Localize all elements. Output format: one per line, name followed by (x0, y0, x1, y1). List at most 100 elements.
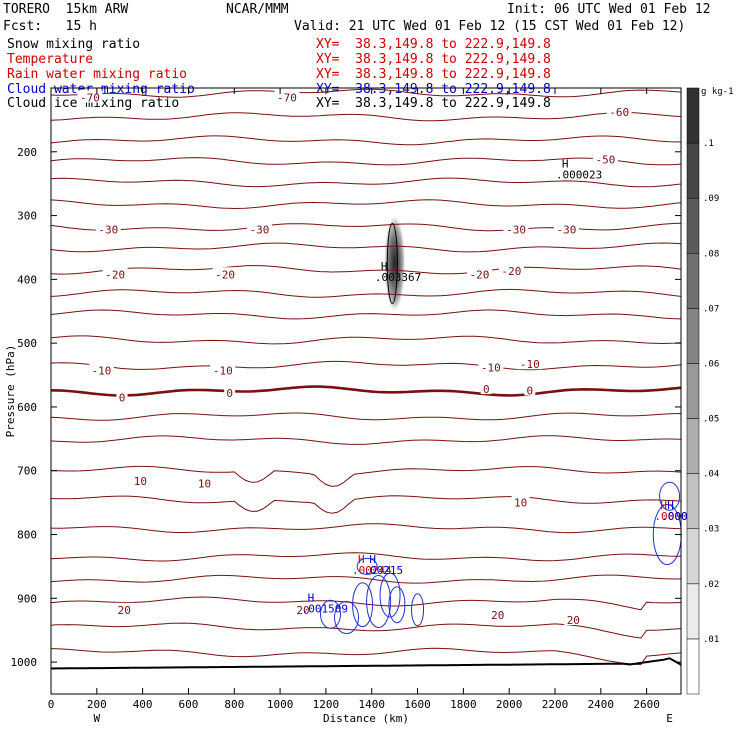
west-end-label: W (94, 712, 101, 725)
temperature-contour-label: -10 (213, 365, 233, 378)
snow-mixing-shading (383, 213, 406, 314)
extremum-mark: H (369, 553, 376, 566)
temperature-contour-label: -20 (469, 268, 489, 281)
temperature-contour (50, 465, 682, 487)
contour-label-bg (511, 495, 530, 508)
colorbar-segment (686, 308, 700, 364)
extremum-value: .000023 (556, 169, 602, 182)
init-time: Init: 06 UTC Wed 01 Feb 12 (507, 2, 711, 17)
temperature-contour-label: 10 (134, 475, 147, 488)
cloud-water-contour (356, 557, 378, 575)
temperature-contour (50, 309, 682, 320)
temperature-contour-label: -30 (557, 224, 577, 237)
temperature-contour (50, 412, 682, 421)
temperature-contour-label: -30 (250, 224, 270, 237)
cloud-water-contour (659, 481, 681, 511)
center-title: NCAR/MMM (226, 2, 289, 17)
field-snow-xy: XY= 38.3,149.8 to 222.9,149.8 (316, 37, 551, 52)
field-cloudice-name: Cloud ice mixing ratio (7, 96, 180, 111)
temperature-contour (50, 495, 682, 514)
extremum-value: .00244 (352, 564, 392, 577)
x-tick-label: 400 (133, 698, 153, 711)
x-tick-label: 2400 (588, 698, 615, 711)
temperature-contour (50, 523, 682, 534)
temperature-contour (50, 199, 682, 210)
temperature-contour (50, 135, 682, 146)
contour-label-bg (131, 473, 150, 486)
contour-label-bg (274, 90, 300, 103)
x-axis-label: Distance (km) (323, 712, 409, 725)
temperature-contour-label: -20 (215, 268, 235, 281)
temperature-contour-label: -20 (502, 265, 522, 278)
contour-label-bg (195, 476, 214, 489)
temperature-contour-label: -30 (506, 224, 526, 237)
y-tick-label: 400 (17, 273, 37, 286)
colorbar-tick-label: .09 (703, 194, 719, 204)
cloud-ice-contour (386, 222, 398, 304)
colorbar-tick-label: .03 (703, 525, 719, 535)
temperature-contour (50, 622, 682, 639)
temperature-contour-label: -10 (481, 361, 501, 374)
y-tick-label: 500 (17, 337, 37, 350)
colorbar-tick-label: .04 (703, 470, 719, 480)
y-tick-label: 300 (17, 210, 37, 223)
contour-label-bg (564, 613, 583, 626)
temperature-contour-label: 0 (483, 383, 490, 396)
temperature-contour-label: 20 (567, 614, 580, 627)
field-cloudwater-name: Cloud water mixing ratio (7, 82, 195, 97)
east-end-label: E (666, 712, 673, 725)
temperature-contour-label: 20 (491, 609, 504, 622)
extremum-mark: H (660, 499, 667, 512)
cloud-water-contour (352, 582, 374, 628)
colorbar-segment (686, 418, 700, 474)
contour-label-bg (224, 385, 236, 398)
valid-time: Valid: 21 UTC Wed 01 Feb 12 (15 CST Wed … (294, 19, 686, 34)
field-temperature-xy: XY= 38.3,149.8 to 222.9,149.8 (316, 52, 551, 67)
contour-label-bg (212, 267, 238, 280)
temperature-contour (50, 574, 682, 584)
temperature-contour (50, 335, 682, 345)
temperature-contour (50, 596, 682, 611)
cloud-water-contour (379, 572, 401, 618)
temperature-contour-label: 10 (514, 497, 527, 510)
colorbar-tick-label: .07 (703, 304, 719, 314)
temperature-contour (50, 242, 682, 253)
extremum-mark: H (667, 499, 674, 512)
temperature-contour-label: -60 (609, 106, 629, 119)
contour-label-bg (498, 264, 524, 277)
colorbar-tick-label: .1 (703, 139, 714, 149)
colorbar-segment (686, 638, 700, 695)
extremum-mark: H (381, 260, 388, 273)
temperature-contour (50, 288, 682, 298)
colorbar-tick-label: .02 (703, 580, 719, 590)
cloud-water-contour (319, 599, 341, 629)
field-temperature-name: Temperature (7, 52, 94, 67)
temperature-contour-label: -70 (277, 92, 297, 105)
x-tick-label: 0 (48, 698, 55, 711)
temperature-contour (50, 360, 682, 371)
extremum-mark: H (308, 592, 315, 605)
colorbar-segment (686, 363, 700, 419)
temperature-contour-label: -10 (520, 358, 540, 371)
model-title: TORERO 15km ARW (3, 2, 129, 17)
temperature-contour (50, 177, 682, 188)
cloud-water-contour (388, 586, 406, 624)
contour-label-bg (592, 152, 618, 165)
x-tick-label: 800 (224, 698, 244, 711)
temperature-contour (50, 435, 682, 445)
temperature-contour-label: -50 (595, 153, 615, 166)
temperature-contour (50, 112, 682, 122)
x-tick-label: 200 (87, 698, 107, 711)
temperature-contour-label: 0 (119, 391, 126, 404)
freezing-level-contour (50, 385, 682, 397)
cloud-water-contour (366, 575, 392, 629)
colorbar-tick-label: .01 (703, 635, 719, 645)
temperature-contour-label: -30 (98, 224, 118, 237)
x-tick-label: 1200 (313, 698, 340, 711)
temperature-contour (50, 265, 682, 275)
contour-label-bg (488, 607, 507, 620)
colorbar-tick-label: .08 (703, 249, 719, 259)
cloud-water-contour (334, 600, 360, 634)
contour-label-bg (517, 357, 543, 370)
contour-label-bg (210, 363, 236, 376)
